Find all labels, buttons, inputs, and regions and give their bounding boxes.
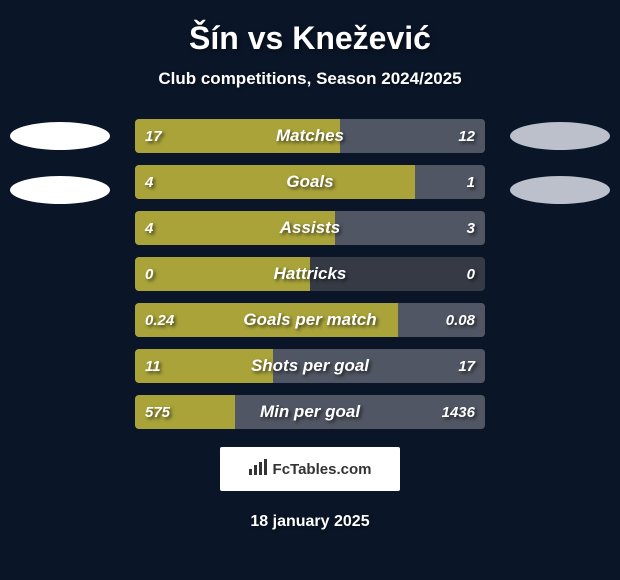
stat-value-right: 12	[458, 119, 475, 153]
subtitle: Club competitions, Season 2024/2025	[0, 69, 620, 89]
stat-label: Goals per match	[135, 303, 485, 337]
stat-label: Goals	[135, 165, 485, 199]
player1-avatar-2	[10, 176, 110, 204]
logo-box: FcTables.com	[220, 447, 400, 491]
stat-row: 575Min per goal1436	[135, 395, 485, 429]
logo-text: FcTables.com	[273, 461, 372, 478]
stat-label: Assists	[135, 211, 485, 245]
stat-label: Min per goal	[135, 395, 485, 429]
player1-avatar-1	[10, 122, 110, 150]
stat-value-right: 17	[458, 349, 475, 383]
stat-value-right: 0	[467, 257, 475, 291]
player2-avatar-2	[510, 176, 610, 204]
stat-value-right: 1	[467, 165, 475, 199]
stat-value-right: 0.08	[446, 303, 475, 337]
page-title: Šín vs Knežević	[0, 20, 620, 57]
stat-row: 4Assists3	[135, 211, 485, 245]
stat-label: Shots per goal	[135, 349, 485, 383]
stat-value-right: 1436	[442, 395, 475, 429]
stats-area: 17Matches124Goals14Assists30Hattricks00.…	[135, 119, 485, 429]
stat-row: 11Shots per goal17	[135, 349, 485, 383]
stat-value-right: 3	[467, 211, 475, 245]
stat-label: Matches	[135, 119, 485, 153]
chart-icon	[249, 459, 269, 480]
stat-label: Hattricks	[135, 257, 485, 291]
stat-row: 0.24Goals per match0.08	[135, 303, 485, 337]
stat-row: 4Goals1	[135, 165, 485, 199]
stat-row: 0Hattricks0	[135, 257, 485, 291]
date-text: 18 january 2025	[0, 513, 620, 531]
player2-avatar-1	[510, 122, 610, 150]
stat-row: 17Matches12	[135, 119, 485, 153]
